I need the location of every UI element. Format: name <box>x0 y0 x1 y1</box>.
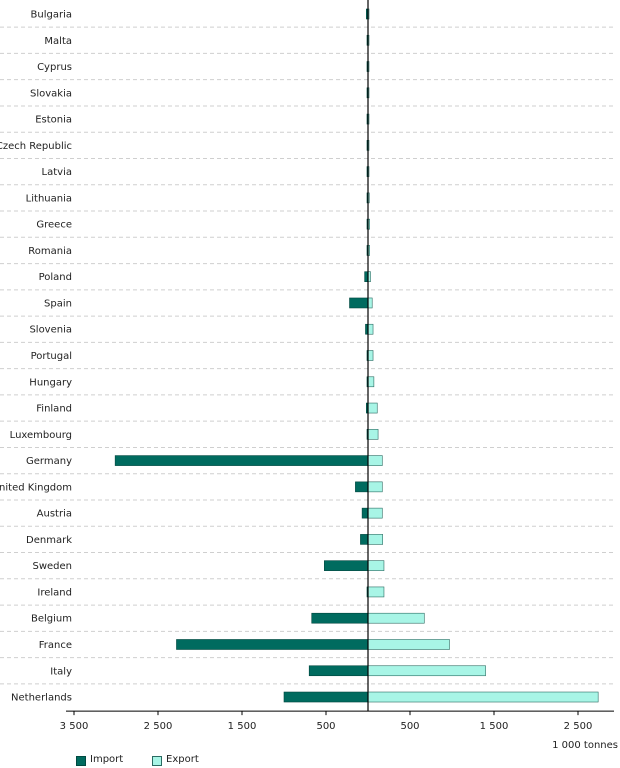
import-bar <box>176 639 369 650</box>
category-label: Finland <box>36 404 72 415</box>
category-label: Greece <box>36 220 72 231</box>
category-label: Malta <box>44 36 72 47</box>
category-label: Bulgaria <box>31 10 72 21</box>
category-label: Romania <box>28 246 72 257</box>
export-bar <box>367 429 379 440</box>
category-label: Poland <box>39 272 72 283</box>
category-label: Lithuania <box>26 193 72 204</box>
category-label: Austria <box>37 509 72 520</box>
import-bar <box>361 507 369 519</box>
import-bar <box>324 560 369 571</box>
x-tick-label: 3 500 <box>60 721 89 732</box>
export-bar <box>367 402 378 414</box>
category-label: Latvia <box>42 167 72 178</box>
export-bar <box>367 455 383 466</box>
category-label: Spain <box>44 298 72 309</box>
export-bar <box>367 586 385 598</box>
category-label: Portugal <box>31 351 72 362</box>
export-bar <box>367 376 375 388</box>
category-label: Slovakia <box>30 88 72 99</box>
category-label: France <box>39 640 72 651</box>
export-bar <box>367 612 425 624</box>
x-axis-ticks: 3 500 2 500 1 500 500 500 1 500 2 500 <box>60 711 593 732</box>
x-tick-label: 1 500 <box>228 721 257 732</box>
category-label: Hungary <box>29 377 72 388</box>
category-label: Sweden <box>32 561 72 572</box>
x-tick-label: 2 500 <box>144 721 173 732</box>
export-bar <box>367 481 383 493</box>
category-label: Estonia <box>35 115 72 126</box>
x-tick-label: 1 500 <box>480 721 509 732</box>
category-label: Luxembourg <box>10 430 72 441</box>
legend-label-import: Import <box>90 754 124 765</box>
export-bar <box>367 639 450 650</box>
category-label: Denmark <box>26 535 72 546</box>
export-bar <box>367 507 383 519</box>
import-bar <box>360 534 369 545</box>
legend-swatch-export <box>152 756 162 766</box>
bars <box>114 8 599 703</box>
export-bar <box>367 534 383 545</box>
gridlines <box>0 26 614 685</box>
category-label: Italy <box>50 666 72 677</box>
x-tick-label: 500 <box>400 721 419 732</box>
import-bar <box>114 455 369 466</box>
category-label: Slovenia <box>29 325 72 336</box>
category-label: Netherlands <box>11 693 72 704</box>
import-bar <box>308 665 369 677</box>
export-bar <box>367 350 374 361</box>
export-bar <box>367 297 373 309</box>
category-label: United Kingdom <box>0 482 72 493</box>
export-bar <box>367 665 486 677</box>
legend-label-export: Export <box>166 754 199 765</box>
legend-swatch-import <box>76 756 86 766</box>
category-label: Czech Republic <box>0 141 72 152</box>
category-label: Cyprus <box>37 62 72 73</box>
import-bar <box>355 481 369 493</box>
unit-label: 1 000 tonnes <box>552 740 618 751</box>
category-label: Germany <box>26 456 72 467</box>
export-bar <box>367 323 374 335</box>
export-bar <box>367 560 385 571</box>
import-bar <box>349 297 369 309</box>
import-bar <box>283 691 369 703</box>
export-bar <box>367 691 599 703</box>
x-tick-label: 2 500 <box>564 721 593 732</box>
category-label: Ireland <box>37 587 72 598</box>
x-tick-label: 500 <box>316 721 335 732</box>
category-labels: Bulgaria Malta Cyprus Slovakia Estonia Czech … <box>0 10 72 704</box>
category-label: Belgium <box>31 614 72 625</box>
import-bar <box>311 612 369 624</box>
